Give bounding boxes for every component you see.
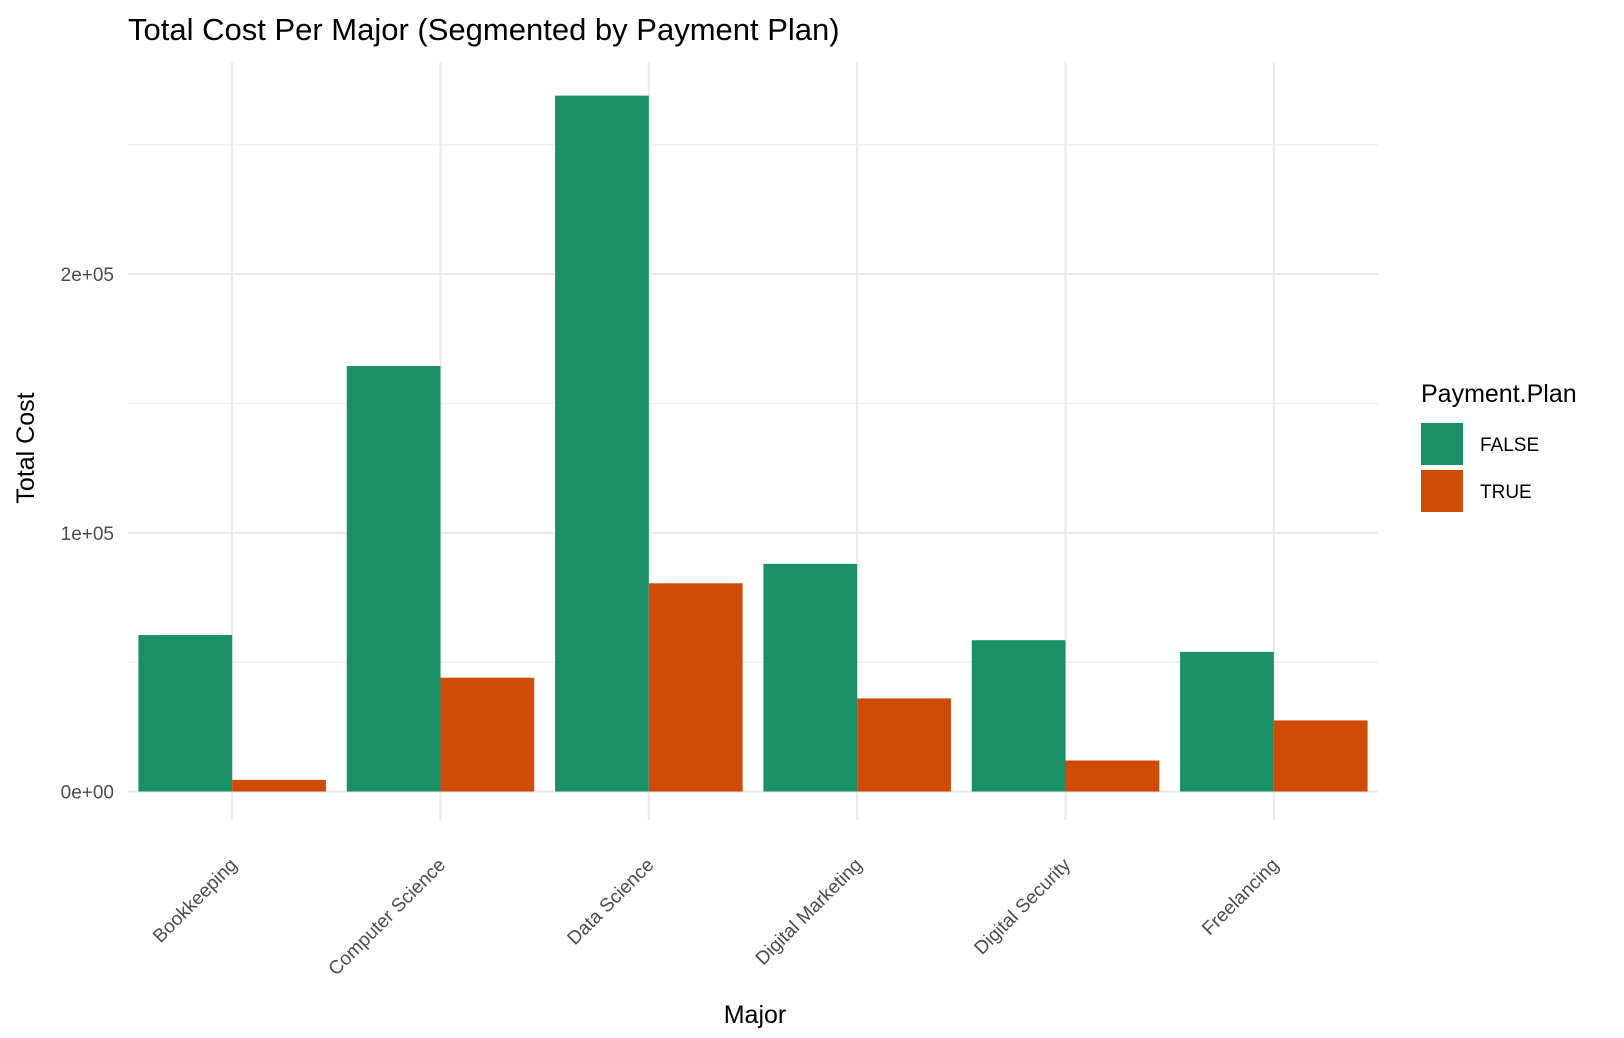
x-tick-label: Bookkeeping: [149, 855, 242, 948]
x-tick-label: Computer Science: [325, 855, 450, 980]
y-tick-label: 1e+05: [61, 524, 114, 545]
chart-title: Total Cost Per Major (Segmented by Payme…: [128, 12, 840, 47]
y-tick-label: 0e+00: [61, 783, 114, 804]
y-axis-title: Total Cost: [12, 392, 40, 503]
legend-label: FALSE: [1480, 435, 1539, 456]
bar-true: [440, 677, 535, 792]
bar-false: [346, 365, 441, 792]
x-tick-label: Digital Security: [971, 854, 1076, 959]
bar-false: [971, 640, 1066, 792]
legend-title: Payment.Plan: [1421, 380, 1577, 408]
bar-false: [555, 95, 649, 792]
legend-key-false: [1421, 423, 1463, 465]
legend: Payment.Plan FALSE TRUE: [1421, 380, 1577, 512]
bar-false: [138, 635, 233, 792]
legend-key-true: [1421, 470, 1463, 512]
bar-false: [763, 563, 858, 792]
bar-false: [1180, 651, 1274, 792]
bar-true: [857, 698, 951, 792]
bar-true: [648, 583, 743, 792]
x-tick-label: Data Science: [564, 855, 659, 950]
y-axis-tick-labels: 0e+00 1e+05 2e+05: [61, 265, 114, 803]
x-tick-label: Freelancing: [1198, 855, 1283, 940]
x-tick-label: Digital Marketing: [752, 855, 867, 970]
legend-label: TRUE: [1480, 482, 1532, 503]
x-axis-tick-labels: Bookkeeping Computer Science Data Science D…: [149, 854, 1283, 980]
y-tick-label: 2e+05: [61, 265, 114, 286]
bar-true: [1065, 760, 1160, 792]
bar-true: [1273, 720, 1368, 792]
bars: [138, 95, 1368, 792]
bar-true: [232, 779, 326, 792]
x-axis-title: Major: [724, 1001, 787, 1029]
